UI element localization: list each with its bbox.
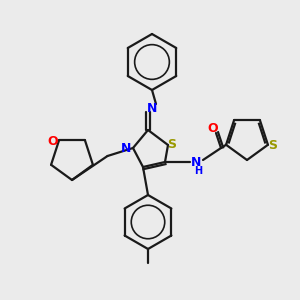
Text: S: S [167,137,176,151]
Text: N: N [191,155,201,169]
Text: H: H [194,166,202,176]
Text: O: O [48,135,58,148]
Text: N: N [147,101,157,115]
Text: N: N [121,142,131,154]
Text: S: S [268,139,278,152]
Text: O: O [208,122,218,134]
